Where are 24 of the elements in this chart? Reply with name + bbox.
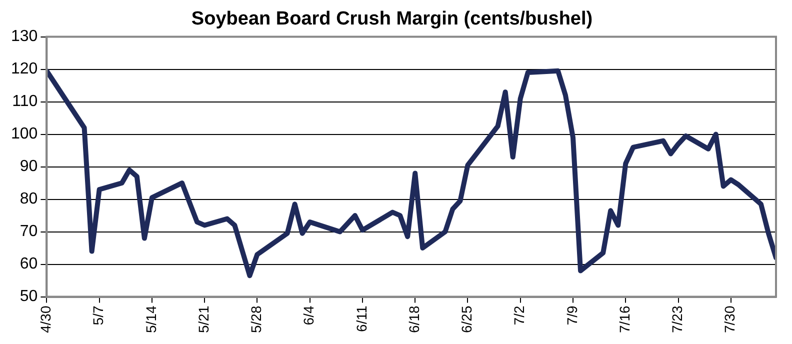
x-tick-label: 5/7	[90, 306, 106, 326]
x-tick-label: 7/23	[669, 306, 686, 333]
x-tick-label: 7/30	[722, 306, 738, 333]
y-tick-label: 110	[12, 93, 38, 110]
y-tick-label: 120	[10, 60, 38, 78]
x-tick-label: 5/21	[195, 306, 212, 333]
x-tick-label: 6/11	[353, 306, 370, 332]
y-tick-label: 70	[20, 223, 38, 240]
y-tick-label: 80	[20, 190, 38, 208]
y-tick-label: 60	[20, 256, 38, 273]
x-tick-label: 5/28	[248, 306, 264, 333]
y-tick-label: 100	[10, 126, 38, 143]
x-tick-label: 4/30	[38, 306, 54, 333]
x-tick-label: 7/16	[616, 306, 632, 333]
x-tick-label: 6/18	[406, 306, 422, 333]
x-tick-label: 7/2	[511, 306, 528, 326]
x-tick-label: 6/25	[458, 306, 475, 333]
y-tick-label: 50	[20, 288, 38, 306]
x-tick-label: 7/9	[564, 306, 580, 326]
x-tick-label: 5/14	[142, 306, 159, 333]
y-tick-label: 90	[20, 158, 38, 176]
chart-title: Soybean Board Crush Margin (cents/bushel)	[191, 8, 593, 30]
y-tick-label: 130	[10, 28, 38, 46]
x-tick-label: 6/4	[300, 306, 317, 326]
